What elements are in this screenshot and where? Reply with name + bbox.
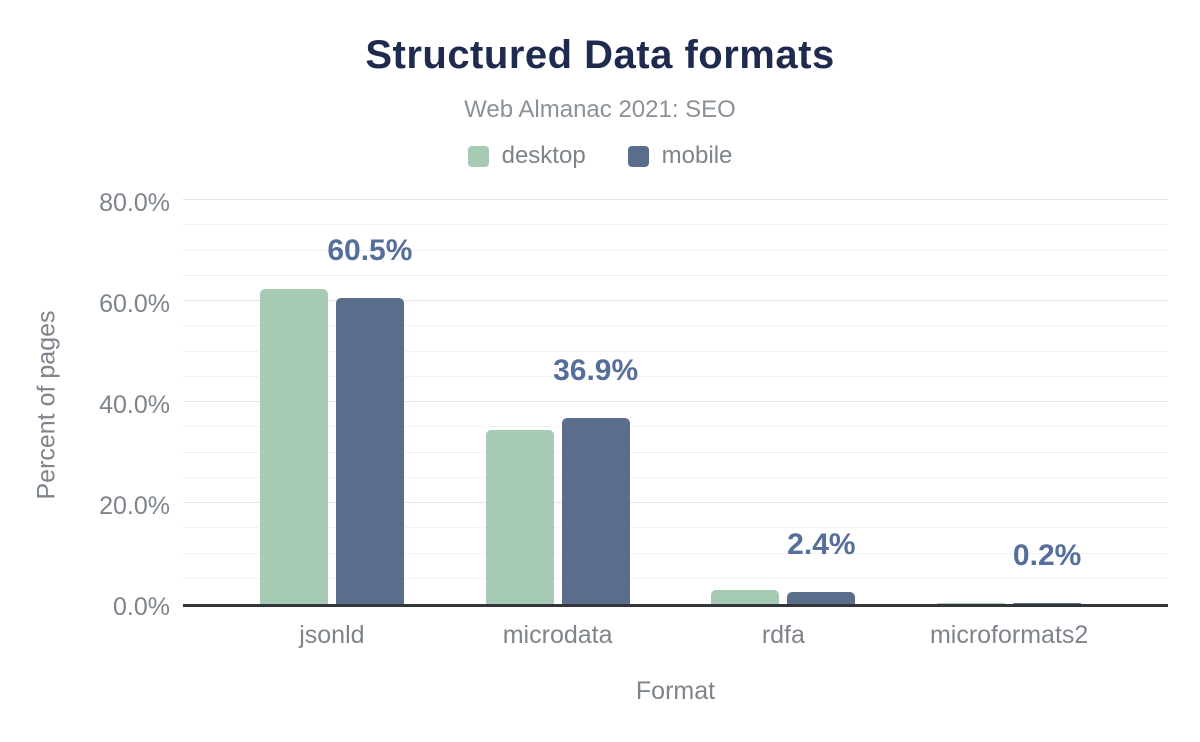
x-category-labels: jsonld microdata rdfa microformats2	[219, 621, 1122, 650]
gridline	[183, 350, 1168, 352]
bar-pair-jsonld	[219, 289, 445, 604]
y-tick-label: 60.0%	[99, 290, 170, 318]
x-category-label-rdfa: rdfa	[761, 621, 805, 649]
chart-subtitle: Web Almanac 2021: SEO	[464, 96, 736, 123]
y-tick-label: 40.0%	[99, 391, 170, 419]
mobile-swatch-icon	[627, 145, 649, 167]
value-label-microdata: 36.9%	[553, 353, 639, 387]
y-tick-label: 80.0%	[99, 189, 170, 217]
gridline	[183, 199, 1168, 200]
category-band-microformats2: 0.2%	[896, 203, 1122, 604]
value-label-microformats2: 0.2%	[1012, 539, 1082, 572]
chart-title: Structured Data formats	[365, 33, 835, 77]
bar-mobile-rdfa[interactable]	[787, 591, 856, 604]
gridline	[183, 274, 1168, 276]
gridline	[183, 502, 1168, 503]
gridline	[183, 249, 1168, 251]
gridline	[183, 375, 1168, 377]
value-label-jsonld: 60.5%	[327, 234, 413, 268]
gridline	[183, 426, 1168, 428]
x-category-label-microdata: microdata	[502, 621, 613, 649]
bar-pair-microformats2	[896, 603, 1122, 604]
bar-desktop-jsonld[interactable]	[259, 289, 328, 604]
gridline	[183, 224, 1168, 226]
x-category-label-jsonld: jsonld	[299, 621, 365, 649]
gridline	[183, 552, 1168, 554]
gridline	[183, 476, 1168, 478]
gridline	[183, 401, 1168, 402]
gridline	[183, 300, 1168, 301]
value-label-rdfa: 2.4%	[787, 527, 856, 561]
gridline	[183, 527, 1168, 529]
x-category-label-microformats2: microformats2	[929, 621, 1089, 649]
category-band-rdfa: 2.4%	[671, 203, 897, 604]
legend: desktop mobile	[0, 142, 1200, 170]
bar-desktop-rdfa[interactable]	[711, 589, 780, 604]
bar-mobile-jsonld[interactable]	[335, 298, 404, 604]
bar-pair-microdata	[445, 417, 671, 604]
legend-item-desktop: desktop	[467, 142, 586, 170]
bar-pair-rdfa	[671, 589, 897, 604]
bar-desktop-microdata[interactable]	[485, 429, 554, 604]
category-band-microdata: 36.9%	[445, 203, 671, 604]
gridline	[183, 325, 1168, 327]
desktop-swatch-icon	[467, 145, 489, 167]
legend-label-mobile: mobile	[661, 142, 733, 169]
bar-mobile-microformats2[interactable]	[1013, 603, 1082, 604]
bar-desktop-microformats2[interactable]	[937, 603, 1006, 604]
y-tick-label: 0.0%	[113, 593, 170, 621]
legend-label-desktop: desktop	[501, 142, 586, 169]
legend-item-mobile: mobile	[627, 142, 733, 170]
gridline	[183, 577, 1168, 579]
bar-mobile-microdata[interactable]	[561, 417, 630, 604]
plot-bands: 60.5% 36.9% 2.4% 0.2%	[219, 203, 1122, 604]
plot-area: 60.5% 36.9% 2.4% 0.2%	[183, 199, 1168, 607]
category-band-jsonld: 60.5%	[219, 203, 445, 604]
gridline	[183, 451, 1168, 453]
y-tick-label: 20.0%	[99, 492, 170, 520]
x-axis-title: Format	[635, 677, 716, 705]
